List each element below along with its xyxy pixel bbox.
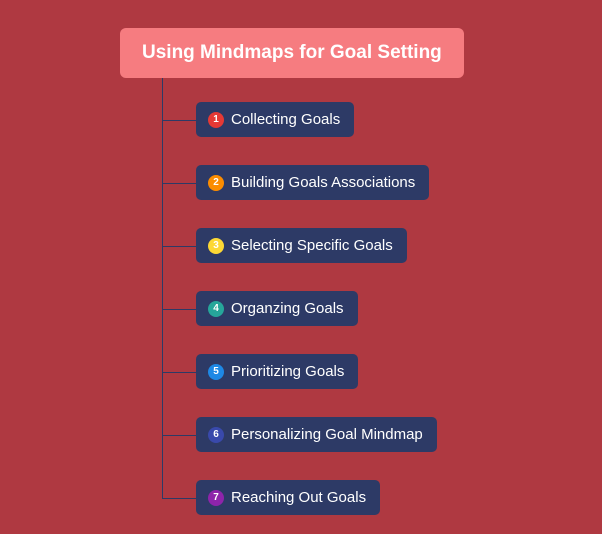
root-node[interactable]: Using Mindmaps for Goal Setting: [120, 28, 464, 78]
child-node-label: Personalizing Goal Mindmap: [231, 426, 423, 443]
number-badge: 5: [208, 364, 224, 380]
number-badge: 4: [208, 301, 224, 317]
child-node-label: Building Goals Associations: [231, 174, 415, 191]
child-node-label: Organzing Goals: [231, 300, 344, 317]
connector-branch: [162, 435, 196, 436]
mindmap-canvas: Using Mindmaps for Goal Setting 1 Collect…: [0, 0, 602, 534]
number-badge: 2: [208, 175, 224, 191]
connector-branch: [162, 498, 196, 499]
number-badge: 3: [208, 238, 224, 254]
number-badge: 7: [208, 490, 224, 506]
connector-branch: [162, 309, 196, 310]
connector-branch: [162, 372, 196, 373]
child-node-label: Reaching Out Goals: [231, 489, 366, 506]
connector-branch: [162, 183, 196, 184]
child-node-1[interactable]: 1 Collecting Goals: [196, 102, 354, 137]
child-node-4[interactable]: 4 Organzing Goals: [196, 291, 358, 326]
child-node-5[interactable]: 5 Prioritizing Goals: [196, 354, 358, 389]
child-node-2[interactable]: 2 Building Goals Associations: [196, 165, 429, 200]
child-node-3[interactable]: 3 Selecting Specific Goals: [196, 228, 407, 263]
child-node-6[interactable]: 6 Personalizing Goal Mindmap: [196, 417, 437, 452]
child-node-label: Selecting Specific Goals: [231, 237, 393, 254]
child-node-label: Prioritizing Goals: [231, 363, 344, 380]
child-node-7[interactable]: 7 Reaching Out Goals: [196, 480, 380, 515]
number-badge: 1: [208, 112, 224, 128]
connector-branch: [162, 120, 196, 121]
number-badge: 6: [208, 427, 224, 443]
connector-branch: [162, 246, 196, 247]
child-node-label: Collecting Goals: [231, 111, 340, 128]
